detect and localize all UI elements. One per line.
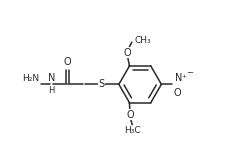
Text: CH₃: CH₃ — [134, 36, 151, 45]
Text: +: + — [181, 74, 186, 79]
Text: N: N — [175, 73, 183, 83]
Text: O: O — [64, 57, 71, 67]
Text: H₃C: H₃C — [124, 126, 141, 135]
Text: O: O — [123, 48, 131, 58]
Text: O: O — [126, 110, 134, 120]
Text: N: N — [48, 73, 55, 83]
Text: H: H — [49, 86, 55, 95]
Text: O: O — [174, 88, 181, 98]
Text: S: S — [99, 79, 105, 89]
Text: H₂N: H₂N — [22, 74, 39, 83]
Text: −: − — [186, 68, 193, 77]
